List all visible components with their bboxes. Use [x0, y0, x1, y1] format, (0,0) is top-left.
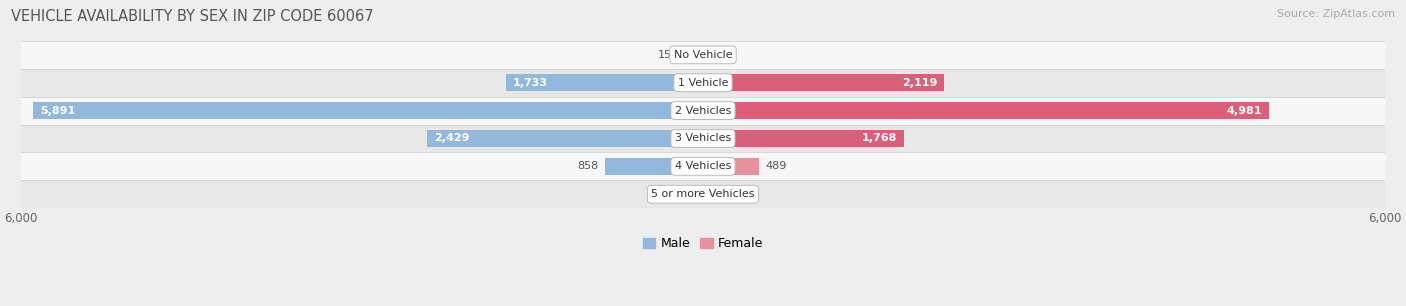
- Bar: [34, 102, 703, 119]
- Text: 4,981: 4,981: [1227, 106, 1263, 116]
- Bar: [427, 130, 703, 147]
- Bar: [21, 125, 1385, 152]
- Text: 4 Vehicles: 4 Vehicles: [675, 161, 731, 171]
- Text: 858: 858: [578, 161, 599, 171]
- Text: No Vehicle: No Vehicle: [673, 50, 733, 60]
- Bar: [21, 41, 1385, 69]
- Text: 2 Vehicles: 2 Vehicles: [675, 106, 731, 116]
- Text: 5 or more Vehicles: 5 or more Vehicles: [651, 189, 755, 199]
- Bar: [21, 152, 1385, 180]
- Bar: [703, 74, 943, 91]
- Bar: [21, 69, 1385, 97]
- Text: 5,891: 5,891: [39, 106, 76, 116]
- Text: 151: 151: [658, 50, 679, 60]
- Bar: [703, 46, 709, 63]
- Bar: [703, 130, 904, 147]
- Text: 1,768: 1,768: [862, 133, 897, 144]
- Bar: [703, 186, 713, 203]
- Bar: [606, 158, 703, 175]
- Text: 3 Vehicles: 3 Vehicles: [675, 133, 731, 144]
- Bar: [673, 186, 703, 203]
- Text: 2,429: 2,429: [433, 133, 470, 144]
- Text: 1 Vehicle: 1 Vehicle: [678, 78, 728, 88]
- Bar: [506, 74, 703, 91]
- Bar: [21, 180, 1385, 208]
- Bar: [686, 46, 703, 63]
- Text: VEHICLE AVAILABILITY BY SEX IN ZIP CODE 60067: VEHICLE AVAILABILITY BY SEX IN ZIP CODE …: [11, 9, 374, 24]
- Text: 1,733: 1,733: [513, 78, 548, 88]
- Text: 2,119: 2,119: [901, 78, 936, 88]
- Bar: [21, 97, 1385, 125]
- Bar: [703, 102, 1270, 119]
- Text: 86: 86: [720, 189, 734, 199]
- Text: 489: 489: [765, 161, 787, 171]
- Bar: [703, 158, 759, 175]
- Text: 256: 256: [645, 189, 666, 199]
- Text: 47: 47: [716, 50, 730, 60]
- Text: Source: ZipAtlas.com: Source: ZipAtlas.com: [1277, 9, 1395, 19]
- Legend: Male, Female: Male, Female: [638, 233, 768, 256]
